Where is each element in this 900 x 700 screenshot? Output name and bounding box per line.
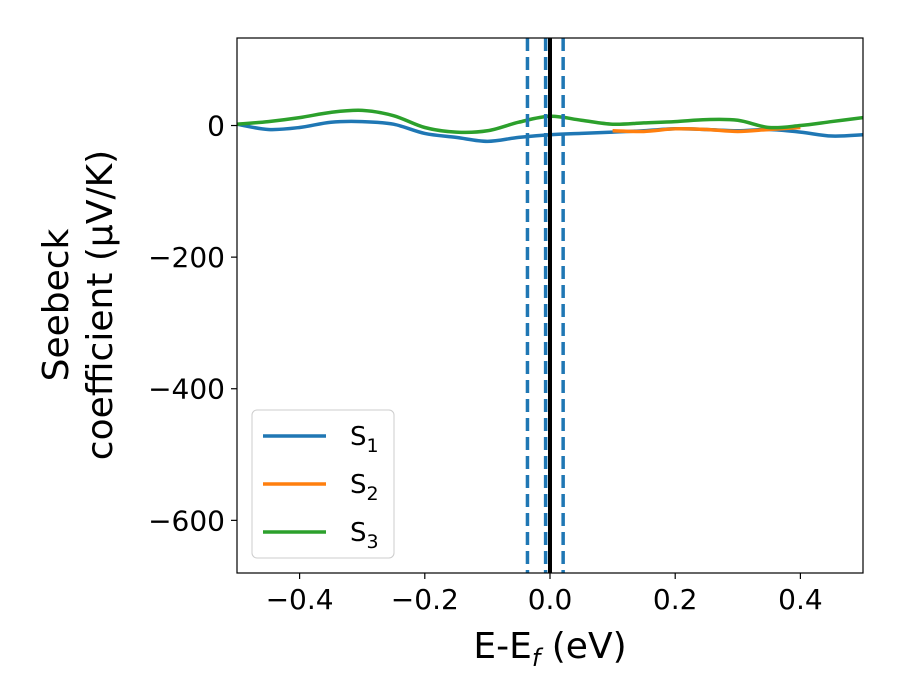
x-tick-label: −0.2 [391, 583, 459, 616]
y-tick-label: 0 [207, 110, 225, 143]
legend-label-s3: S3 [350, 518, 379, 553]
y-axis: 0 −200 −400 −600 [148, 110, 237, 537]
x-tick-label: 0.0 [528, 583, 573, 616]
legend: S1 S2 S3 [251, 409, 395, 559]
x-axis-label: E-Ef (eV) [473, 626, 626, 672]
x-tick-label: 0.2 [653, 583, 698, 616]
y-tick-label: −200 [148, 241, 225, 274]
y-tick-label: −600 [148, 504, 225, 537]
x-tick-label: 0.4 [778, 583, 823, 616]
legend-label-s2: S2 [350, 470, 379, 505]
x-axis: −0.4 −0.2 0.0 0.2 0.4 [266, 573, 823, 616]
y-axis-label-line1: Seebeck [36, 228, 77, 381]
y-axis-label-line2: coefficient (μV/K) [80, 150, 121, 460]
y-tick-label: −400 [148, 373, 225, 406]
plot-content [237, 38, 863, 573]
series-line-s2 [612, 125, 801, 134]
legend-label-s1: S1 [350, 422, 379, 457]
x-tick-label: −0.4 [266, 583, 334, 616]
